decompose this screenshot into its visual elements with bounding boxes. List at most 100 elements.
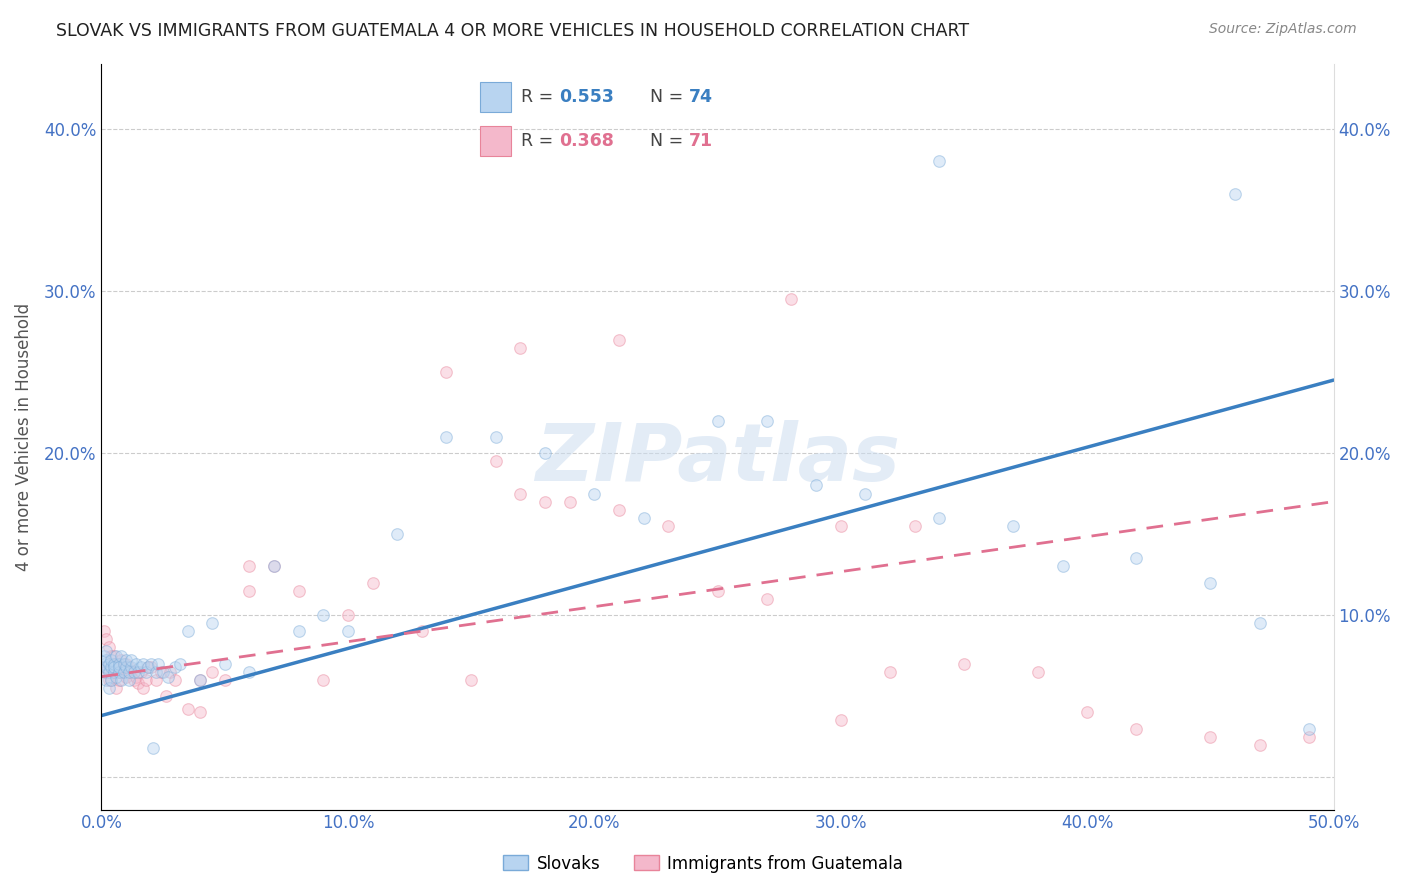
Point [1298,730,1320,744]
Point [110,665,132,679]
Point [214,673,236,687]
Point [534,494,557,508]
Text: ZIPatlas: ZIPatlas [536,420,900,498]
Point [188,706,211,720]
Point [96,660,118,674]
Point [97,665,120,679]
Point [928,511,950,525]
Point [107,665,129,679]
Point [336,608,359,623]
FancyBboxPatch shape [481,82,512,112]
Point [1249,616,1271,631]
Point [96,644,118,658]
Point [112,660,135,674]
Point [97,657,120,671]
Point [103,665,125,679]
Point [159,665,181,679]
Point [105,670,128,684]
Point [117,673,139,687]
Point [100,673,122,687]
Point [1076,706,1098,720]
Point [238,583,260,598]
Point [93,657,115,671]
Point [263,559,285,574]
Point [96,632,118,647]
Point [1052,559,1074,574]
Point [460,673,482,687]
Point [238,559,260,574]
Point [855,486,877,500]
Point [201,616,224,631]
Point [107,660,129,674]
Point [115,653,138,667]
Point [105,657,128,671]
Point [115,660,138,674]
Point [96,653,118,667]
Point [105,648,128,663]
Point [177,702,200,716]
Point [132,681,155,695]
Point [146,657,169,671]
Point [485,430,508,444]
Point [1199,730,1222,744]
Point [436,365,458,379]
Text: R =: R = [520,132,558,150]
Point [110,673,132,687]
Point [1249,738,1271,752]
Point [155,689,177,703]
Point [107,657,129,671]
Text: N =: N = [651,87,689,105]
Point [100,673,122,687]
Point [152,665,174,679]
Text: Source: ZipAtlas.com: Source: ZipAtlas.com [1209,22,1357,37]
Point [132,657,155,671]
Point [928,154,950,169]
FancyBboxPatch shape [481,126,512,156]
Point [780,292,803,306]
Point [97,681,120,695]
Text: 71: 71 [689,132,713,150]
Legend: Slovaks, Immigrants from Guatemala: Slovaks, Immigrants from Guatemala [496,848,910,880]
Point [105,681,128,695]
Point [177,624,200,639]
Point [509,341,531,355]
Point [122,665,145,679]
Point [125,657,148,671]
Point [129,665,152,679]
Point [214,657,236,671]
Text: R =: R = [520,87,558,105]
Point [263,559,285,574]
Point [904,519,927,533]
Point [145,673,167,687]
Point [1002,519,1025,533]
Point [120,653,142,667]
Text: 74: 74 [689,87,713,105]
Point [879,665,901,679]
Point [93,624,115,639]
Point [120,660,142,674]
Text: SLOVAK VS IMMIGRANTS FROM GUATEMALA 4 OR MORE VEHICLES IN HOUSEHOLD CORRELATION : SLOVAK VS IMMIGRANTS FROM GUATEMALA 4 OR… [56,22,969,40]
Point [165,673,187,687]
Point [156,670,179,684]
Point [139,657,162,671]
Point [385,527,408,541]
Point [607,502,630,516]
Point [188,673,211,687]
Point [110,648,132,663]
Point [169,657,191,671]
Point [129,660,152,674]
Point [103,648,125,663]
Point [1026,665,1049,679]
Point [112,665,135,679]
Point [115,670,138,684]
Point [201,665,224,679]
Point [830,714,852,728]
Point [127,676,149,690]
Point [107,665,129,679]
Point [1298,722,1320,736]
Point [135,665,157,679]
Point [1125,551,1147,566]
Point [436,430,458,444]
Point [509,486,531,500]
Point [107,673,129,687]
